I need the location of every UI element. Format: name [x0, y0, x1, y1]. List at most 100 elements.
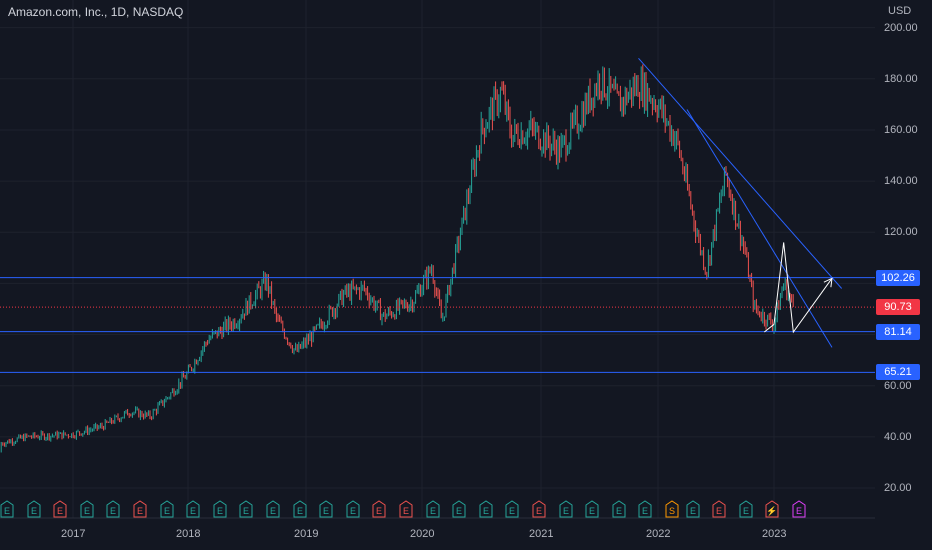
earnings-marker-icon: E [80, 500, 94, 518]
svg-text:E: E [84, 506, 90, 516]
price-axis-tick: 120.00 [884, 226, 918, 239]
svg-text:E: E [217, 506, 223, 516]
earnings-marker-icon: E [532, 500, 546, 518]
svg-text:E: E [57, 506, 63, 516]
earnings-marker[interactable]: ⚡ [765, 500, 779, 518]
svg-text:E: E [297, 506, 303, 516]
earnings-marker[interactable]: E [27, 500, 41, 518]
earnings-marker[interactable]: E [133, 500, 147, 518]
symbol-title: Amazon.com, Inc., 1D, NASDAQ [8, 5, 184, 19]
earnings-marker-icon: S [665, 500, 679, 518]
svg-text:E: E [456, 506, 462, 516]
earnings-marker-icon: E [739, 500, 753, 518]
earnings-marker-icon: E [293, 500, 307, 518]
svg-text:E: E [243, 506, 249, 516]
price-axis-tick: 180.00 [884, 72, 918, 85]
earnings-marker[interactable]: E [213, 500, 227, 518]
svg-text:E: E [563, 506, 569, 516]
time-axis-tick: 2021 [529, 528, 554, 540]
svg-text:E: E [350, 506, 356, 516]
svg-text:E: E [403, 506, 409, 516]
time-axis-tick: 2017 [61, 528, 86, 540]
price-axis-tick: 140.00 [884, 175, 918, 188]
price-axis-tick: 160.00 [884, 123, 918, 136]
earnings-marker-icon: E [346, 500, 360, 518]
earnings-marker[interactable]: E [346, 500, 360, 518]
earnings-marker[interactable]: E [638, 500, 652, 518]
earnings-marker-icon: E [712, 500, 726, 518]
earnings-marker-icon: E [505, 500, 519, 518]
earnings-marker[interactable]: E [266, 500, 280, 518]
earnings-marker[interactable]: E [293, 500, 307, 518]
earnings-marker-icon: E [686, 500, 700, 518]
earnings-marker-icon: E [160, 500, 174, 518]
earnings-marker[interactable]: E [612, 500, 626, 518]
earnings-marker-icon: E [186, 500, 200, 518]
price-axis-tick: 40.00 [884, 430, 912, 443]
earnings-marker-icon: E [638, 500, 652, 518]
earnings-marker[interactable]: E [0, 500, 14, 518]
svg-text:E: E [483, 506, 489, 516]
earnings-marker[interactable]: E [106, 500, 120, 518]
currency-label: USD [888, 5, 912, 17]
earnings-marker[interactable]: E [319, 500, 333, 518]
earnings-marker-icon: E [239, 500, 253, 518]
earnings-marker[interactable]: E [80, 500, 94, 518]
svg-text:E: E [31, 506, 37, 516]
last-price-label: 90.73 [876, 299, 920, 316]
svg-text:E: E [376, 506, 382, 516]
time-axis-tick: 2022 [646, 528, 671, 540]
earnings-marker-icon: E [106, 500, 120, 518]
projection-path [764, 242, 833, 334]
earnings-marker[interactable]: E [426, 500, 440, 518]
earnings-marker-icon: E [213, 500, 227, 518]
earnings-marker-icon: E [612, 500, 626, 518]
earnings-marker-icon: E [479, 500, 493, 518]
earnings-marker[interactable]: E [239, 500, 253, 518]
earnings-marker[interactable]: E [712, 500, 726, 518]
trendline [686, 109, 833, 348]
earnings-marker[interactable]: E [532, 500, 546, 518]
earnings-marker[interactable]: E [559, 500, 573, 518]
svg-text:E: E [642, 506, 648, 516]
earnings-marker[interactable]: S [665, 500, 679, 518]
earnings-marker-icon: E [53, 500, 67, 518]
svg-text:E: E [270, 506, 276, 516]
earnings-marker-icon: E [452, 500, 466, 518]
svg-text:E: E [430, 506, 436, 516]
earnings-marker[interactable]: E [792, 500, 806, 518]
trendline [638, 58, 843, 289]
svg-text:S: S [669, 506, 675, 516]
earnings-marker-icon: E [426, 500, 440, 518]
earnings-marker-icon: E [399, 500, 413, 518]
price-level-label: 65.21 [876, 364, 920, 381]
earnings-marker-icon: E [133, 500, 147, 518]
earnings-marker[interactable]: E [479, 500, 493, 518]
earnings-marker[interactable]: E [186, 500, 200, 518]
svg-text:E: E [796, 506, 802, 516]
svg-text:E: E [589, 506, 595, 516]
earnings-marker-icon: E [372, 500, 386, 518]
price-axis-tick: 20.00 [884, 482, 912, 494]
svg-text:E: E [137, 506, 143, 516]
svg-text:E: E [323, 506, 329, 516]
earnings-marker[interactable]: E [399, 500, 413, 518]
earnings-marker-icon: E [585, 500, 599, 518]
earnings-marker-icon: E [27, 500, 41, 518]
earnings-marker[interactable]: E [452, 500, 466, 518]
earnings-marker-icon: E [266, 500, 280, 518]
earnings-marker[interactable]: E [160, 500, 174, 518]
svg-text:E: E [164, 506, 170, 516]
earnings-marker[interactable]: E [53, 500, 67, 518]
projection-arrowhead [823, 277, 833, 288]
earnings-marker[interactable]: E [739, 500, 753, 518]
time-axis-tick: 2023 [762, 528, 787, 540]
earnings-marker[interactable]: E [686, 500, 700, 518]
earnings-marker[interactable]: E [585, 500, 599, 518]
earnings-marker[interactable]: E [505, 500, 519, 518]
earnings-marker-icon: E [792, 500, 806, 518]
price-axis-tick: 60.00 [884, 379, 912, 392]
earnings-marker[interactable]: E [372, 500, 386, 518]
svg-text:E: E [690, 506, 696, 516]
